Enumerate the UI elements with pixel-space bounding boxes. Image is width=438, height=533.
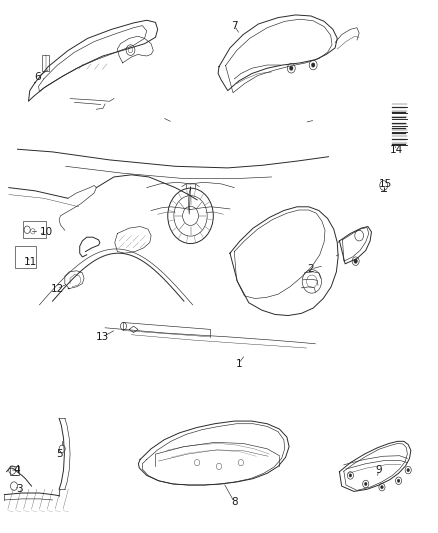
Circle shape bbox=[354, 259, 357, 263]
Circle shape bbox=[349, 474, 352, 477]
Text: 9: 9 bbox=[375, 465, 382, 475]
Text: 12: 12 bbox=[50, 284, 64, 294]
Text: 14: 14 bbox=[390, 146, 403, 155]
Text: 5: 5 bbox=[56, 449, 63, 459]
Text: 15: 15 bbox=[379, 179, 392, 189]
Text: 8: 8 bbox=[231, 497, 238, 507]
Bar bbox=[15, 246, 36, 268]
Text: 6: 6 bbox=[34, 72, 41, 82]
Text: 2: 2 bbox=[307, 264, 314, 274]
Bar bbox=[23, 221, 46, 238]
Text: 4: 4 bbox=[13, 465, 20, 475]
Bar bbox=[10, 466, 19, 475]
Circle shape bbox=[397, 479, 400, 482]
Text: 11: 11 bbox=[24, 257, 37, 267]
Circle shape bbox=[407, 469, 410, 472]
Circle shape bbox=[290, 66, 293, 70]
Text: 10: 10 bbox=[39, 227, 53, 237]
Text: 7: 7 bbox=[231, 21, 238, 30]
Text: 1: 1 bbox=[235, 359, 242, 368]
Circle shape bbox=[364, 482, 367, 486]
Circle shape bbox=[381, 486, 383, 489]
Bar bbox=[42, 55, 49, 71]
Text: 13: 13 bbox=[96, 332, 110, 342]
Circle shape bbox=[311, 63, 315, 67]
Text: 3: 3 bbox=[16, 484, 23, 494]
